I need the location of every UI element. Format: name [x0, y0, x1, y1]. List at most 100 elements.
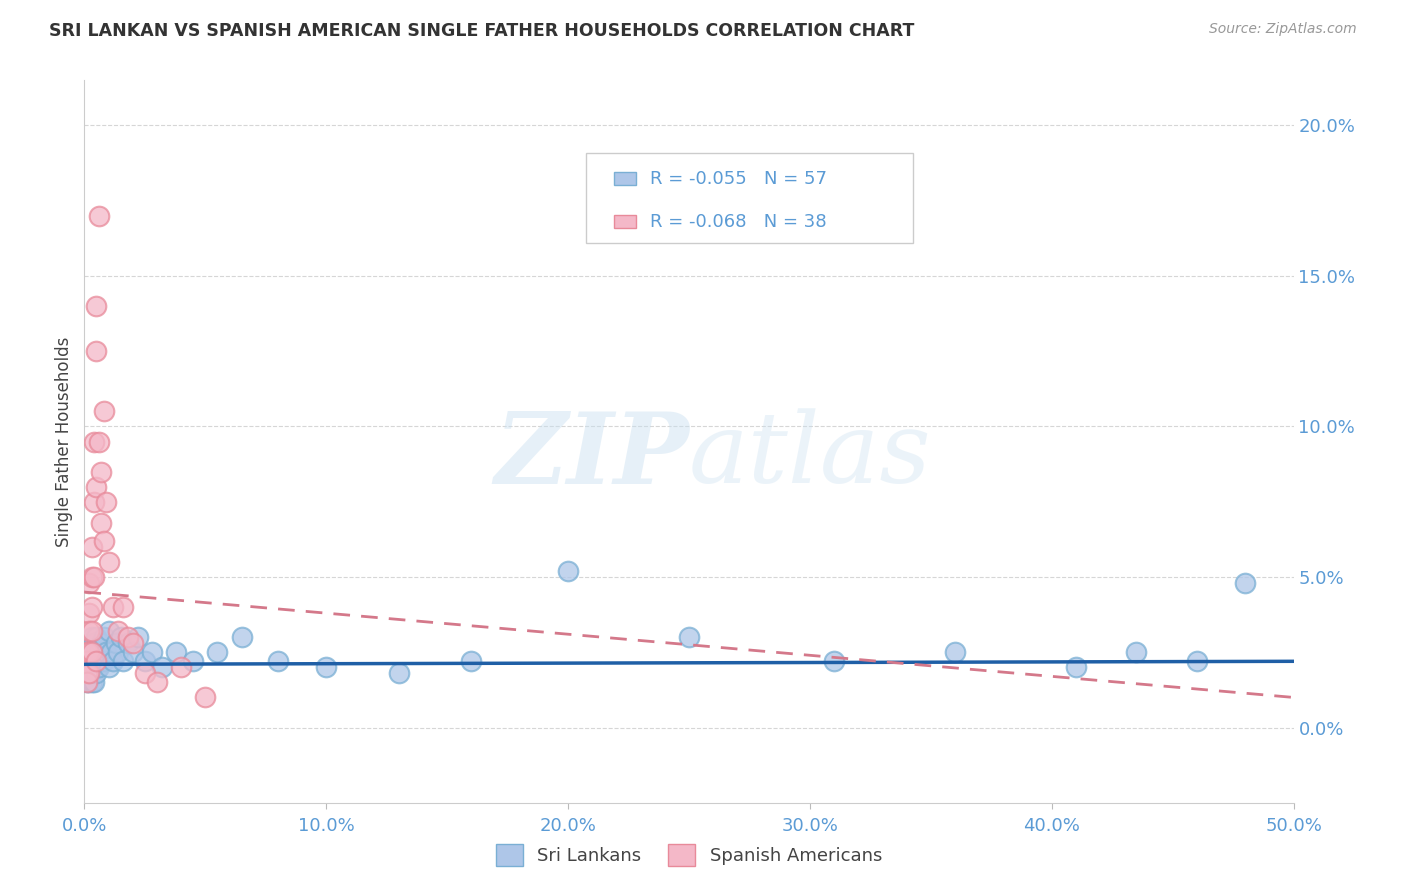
Point — [315, 660, 337, 674]
Point — [83, 636, 105, 650]
Point — [103, 600, 125, 615]
Point — [80, 666, 103, 681]
Point — [80, 675, 103, 690]
Point — [134, 666, 156, 681]
Point — [86, 660, 108, 674]
Point — [87, 209, 110, 223]
Point — [80, 645, 103, 659]
Point — [86, 666, 108, 681]
Point — [134, 654, 156, 668]
Point — [194, 690, 217, 705]
Point — [170, 660, 193, 674]
Point — [117, 636, 139, 650]
Point — [107, 624, 129, 639]
Point — [77, 666, 100, 681]
Point — [86, 480, 108, 494]
Point — [943, 645, 966, 659]
Point — [86, 654, 108, 668]
Point — [93, 533, 115, 548]
Bar — [614, 215, 636, 228]
Point — [1234, 576, 1257, 591]
Point — [97, 555, 120, 569]
Point — [231, 630, 253, 644]
Point — [110, 630, 132, 644]
Point — [1125, 645, 1147, 659]
Point — [77, 660, 100, 674]
Bar — [614, 172, 636, 185]
Point — [83, 494, 105, 508]
Point — [77, 645, 100, 659]
Point — [87, 660, 110, 674]
Point — [207, 645, 229, 659]
Point — [80, 654, 103, 668]
Point — [117, 630, 139, 644]
Point — [127, 630, 149, 644]
Point — [76, 675, 98, 690]
Text: R = -0.068   N = 38: R = -0.068 N = 38 — [650, 213, 827, 231]
Point — [86, 344, 108, 359]
Point — [90, 636, 112, 650]
Legend: Sri Lankans, Spanish Americans: Sri Lankans, Spanish Americans — [488, 837, 890, 873]
Point — [1185, 654, 1208, 668]
Point — [557, 564, 579, 578]
Point — [76, 675, 98, 690]
Point — [100, 645, 122, 659]
Point — [93, 630, 115, 644]
Point — [112, 600, 135, 615]
Point — [76, 645, 98, 659]
Point — [97, 624, 120, 639]
Point — [86, 645, 108, 659]
Point — [141, 645, 163, 659]
Point — [267, 654, 290, 668]
Point — [93, 404, 115, 418]
Point — [181, 654, 204, 668]
Text: Source: ZipAtlas.com: Source: ZipAtlas.com — [1209, 22, 1357, 37]
Point — [87, 434, 110, 449]
Point — [388, 666, 411, 681]
Point — [83, 570, 105, 584]
Point — [76, 666, 98, 681]
Point — [150, 660, 173, 674]
Point — [83, 654, 105, 668]
Point — [77, 666, 100, 681]
FancyBboxPatch shape — [586, 153, 912, 243]
Point — [1064, 660, 1087, 674]
Point — [94, 494, 117, 508]
Point — [107, 645, 129, 659]
Point — [83, 675, 105, 690]
Text: R = -0.055   N = 57: R = -0.055 N = 57 — [650, 169, 827, 187]
Point — [90, 516, 112, 530]
Point — [90, 654, 112, 668]
Point — [77, 576, 100, 591]
Point — [94, 645, 117, 659]
Point — [121, 636, 143, 650]
Point — [77, 645, 100, 659]
Point — [121, 645, 143, 659]
Point — [146, 675, 169, 690]
Point — [83, 660, 105, 674]
Point — [80, 624, 103, 639]
Text: SRI LANKAN VS SPANISH AMERICAN SINGLE FATHER HOUSEHOLDS CORRELATION CHART: SRI LANKAN VS SPANISH AMERICAN SINGLE FA… — [49, 22, 914, 40]
Point — [460, 654, 482, 668]
Point — [86, 299, 108, 313]
Point — [80, 570, 103, 584]
Point — [93, 654, 115, 668]
Y-axis label: Single Father Households: Single Father Households — [55, 336, 73, 547]
Point — [104, 636, 127, 650]
Point — [80, 540, 103, 554]
Text: atlas: atlas — [689, 409, 932, 504]
Point — [80, 600, 103, 615]
Point — [112, 654, 135, 668]
Point — [86, 630, 108, 644]
Point — [678, 630, 700, 644]
Point — [77, 606, 100, 620]
Text: ZIP: ZIP — [494, 408, 689, 504]
Point — [103, 654, 125, 668]
Point — [87, 645, 110, 659]
Point — [76, 654, 98, 668]
Point — [77, 624, 100, 639]
Point — [76, 654, 98, 668]
Point — [165, 645, 187, 659]
Point — [90, 465, 112, 479]
Point — [77, 675, 100, 690]
